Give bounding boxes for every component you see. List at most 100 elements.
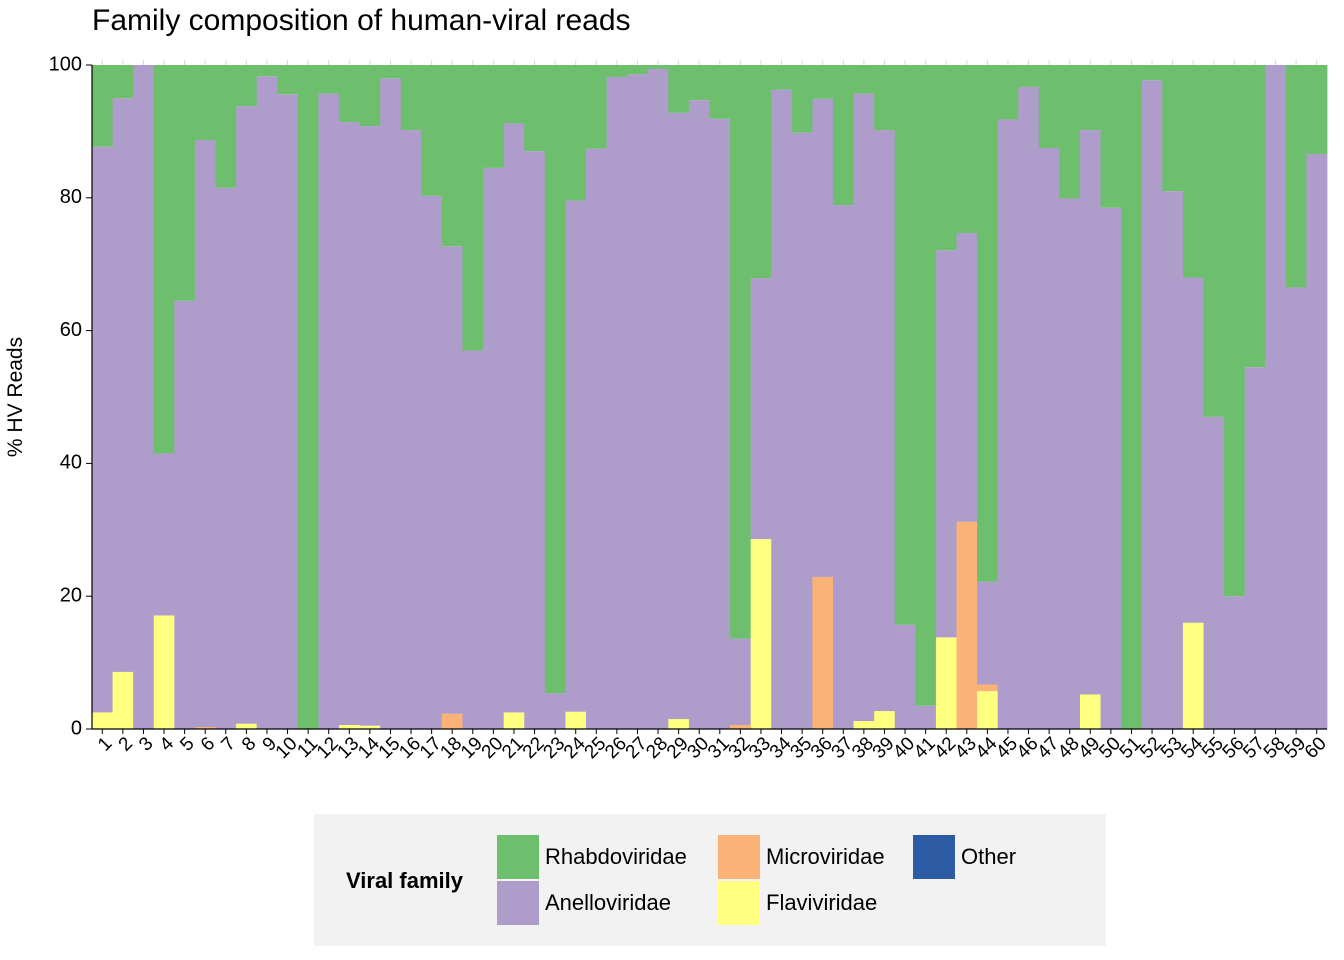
y-tick-label-80: 80 — [60, 186, 82, 208]
y-tick-label-40: 40 — [60, 452, 82, 474]
y-tick-label-20: 20 — [60, 584, 82, 606]
bar-rhabdoviridae-18 — [441, 65, 463, 247]
bar-anelloviridae-53 — [1162, 191, 1184, 729]
legend-swatch-other — [913, 835, 955, 879]
bar-flaviviridae-21 — [503, 712, 525, 729]
bar-anelloviridae-18 — [441, 246, 463, 714]
legend-swatch-microviridae — [718, 835, 760, 879]
bar-anelloviridae-35 — [791, 132, 813, 730]
x-tick-label-8: 8 — [238, 733, 260, 755]
bar-anelloviridae-39 — [874, 130, 896, 712]
bar-anelloviridae-6 — [194, 140, 216, 728]
bar-rhabdoviridae-60 — [1306, 65, 1328, 154]
bar-rhabdoviridae-23 — [544, 65, 566, 694]
bar-anelloviridae-3 — [133, 65, 155, 729]
bar-rhabdoviridae-30 — [688, 65, 710, 101]
bar-rhabdoviridae-12 — [318, 65, 340, 94]
bar-rhabdoviridae-53 — [1162, 65, 1184, 192]
bar-anelloviridae-9 — [256, 76, 278, 730]
bar-rhabdoviridae-50 — [1100, 65, 1122, 208]
y-axis-ticks: 0 20 40 60 80 100 — [49, 53, 92, 739]
bar-rhabdoviridae-7 — [215, 65, 237, 188]
bar-anelloviridae-57 — [1244, 367, 1266, 729]
legend-swatch-flaviviridae — [718, 881, 760, 925]
bar-anelloviridae-2 — [112, 98, 134, 672]
bar-anelloviridae-24 — [565, 200, 587, 712]
stacked-bar-chart: % HV Reads 12345678910111213141516171819… — [4, 53, 1331, 763]
bar-rhabdoviridae-56 — [1224, 65, 1246, 597]
bar-rhabdoviridae-19 — [462, 65, 484, 351]
bar-anelloviridae-17 — [421, 195, 443, 729]
bar-rhabdoviridae-5 — [174, 65, 196, 301]
bar-rhabdoviridae-44 — [977, 65, 999, 582]
legend-label-microviridae: Microviridae — [766, 844, 885, 869]
bar-microviridae-43 — [956, 521, 978, 729]
bar-anelloviridae-59 — [1285, 287, 1307, 729]
bar-rhabdoviridae-36 — [812, 65, 834, 99]
bar-rhabdoviridae-54 — [1182, 65, 1204, 278]
bar-anelloviridae-58 — [1265, 65, 1287, 729]
y-tick-label-60: 60 — [60, 319, 82, 341]
bar-rhabdoviridae-34 — [771, 65, 793, 90]
bar-rhabdoviridae-2 — [112, 65, 134, 99]
bar-anelloviridae-26 — [606, 76, 628, 729]
chart-title: Family composition of human-viral reads — [92, 4, 631, 37]
bar-anelloviridae-52 — [1141, 80, 1163, 729]
bar-rhabdoviridae-21 — [503, 65, 525, 124]
bar-anelloviridae-44 — [977, 581, 999, 685]
x-tick-label-6: 6 — [197, 733, 219, 755]
bar-rhabdoviridae-42 — [935, 65, 957, 251]
bar-flaviviridae-29 — [668, 719, 690, 729]
bar-anelloviridae-10 — [277, 94, 299, 730]
bar-anelloviridae-14 — [359, 126, 381, 726]
bar-anelloviridae-46 — [1018, 86, 1040, 729]
bar-rhabdoviridae-47 — [1038, 65, 1060, 148]
bar-flaviviridae-8 — [236, 723, 258, 729]
bar-rhabdoviridae-39 — [874, 65, 896, 131]
bar-rhabdoviridae-28 — [647, 65, 669, 69]
bar-rhabdoviridae-14 — [359, 65, 381, 127]
bar-rhabdoviridae-20 — [483, 65, 505, 168]
bar-rhabdoviridae-45 — [997, 65, 1019, 120]
bar-rhabdoviridae-15 — [380, 65, 402, 79]
x-tick-label-1: 1 — [94, 733, 116, 755]
y-tick-label-0: 0 — [71, 717, 82, 739]
bar-rhabdoviridae-32 — [730, 65, 752, 639]
bar-rhabdoviridae-11 — [297, 65, 319, 729]
y-axis-title: % HV Reads — [4, 337, 27, 457]
bar-flaviviridae-13 — [339, 725, 360, 729]
bar-rhabdoviridae-41 — [915, 65, 937, 706]
bar-rhabdoviridae-38 — [853, 65, 875, 94]
bar-flaviviridae-2 — [112, 671, 134, 729]
bar-anelloviridae-22 — [524, 151, 546, 729]
bar-anelloviridae-28 — [647, 68, 669, 730]
bar-microviridae-32 — [730, 725, 752, 729]
legend-title: Viral family — [346, 868, 463, 893]
bar-rhabdoviridae-9 — [256, 65, 278, 77]
bar-flaviviridae-33 — [750, 539, 772, 729]
bar-rhabdoviridae-57 — [1244, 65, 1266, 368]
x-tick-label-4: 4 — [156, 733, 179, 756]
bar-rhabdoviridae-4 — [153, 65, 175, 454]
legend-label-flaviviridae: Flaviviridae — [766, 890, 878, 915]
bar-anelloviridae-33 — [750, 278, 772, 540]
bar-anelloviridae-4 — [153, 453, 175, 616]
bar-microviridae-36 — [812, 576, 834, 729]
legend-label-anelloviridae: Anelloviridae — [545, 890, 671, 915]
bar-rhabdoviridae-10 — [277, 65, 299, 95]
bar-flaviviridae-44 — [977, 691, 999, 729]
bar-anelloviridae-8 — [236, 106, 258, 724]
bar-flaviviridae-38 — [853, 721, 875, 729]
bar-anelloviridae-47 — [1038, 148, 1060, 729]
bar-flaviviridae-54 — [1182, 622, 1204, 729]
bar-rhabdoviridae-51 — [1121, 65, 1143, 729]
bar-anelloviridae-55 — [1203, 416, 1225, 729]
bar-rhabdoviridae-6 — [194, 65, 216, 141]
x-tick-label-3: 3 — [135, 733, 157, 755]
bar-anelloviridae-5 — [174, 300, 196, 729]
bar-anelloviridae-15 — [380, 78, 402, 729]
bar-rhabdoviridae-37 — [833, 65, 854, 206]
x-tick-label-2: 2 — [115, 733, 137, 755]
bar-microviridae-18 — [441, 713, 463, 729]
bar-rhabdoviridae-24 — [565, 65, 587, 201]
